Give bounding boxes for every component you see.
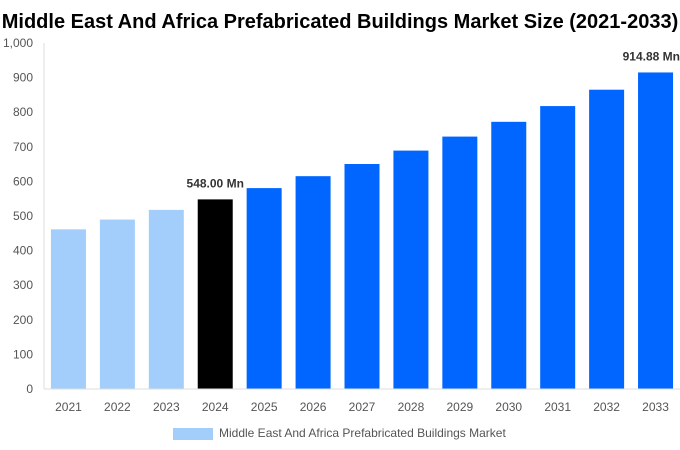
x-tick-label: 2023 (153, 400, 180, 414)
x-axis: 2021 2022 2023 2024 2025 2026 2027 2028 2029 2030… (44, 388, 680, 414)
legend-swatch (173, 428, 213, 440)
x-tick-label: 2033 (642, 400, 669, 414)
y-axis: 0 100 200 300 400 500 600 700 800 900 1,000 (3, 36, 45, 396)
data-labels: 548.00 Mn 914.88 Mn (187, 49, 680, 190)
legend-label: Middle East And Africa Prefabricated Bui… (219, 426, 506, 440)
x-tick-label: 2026 (300, 400, 327, 414)
bar-2025 (246, 188, 282, 389)
bar-2021 (50, 229, 86, 389)
y-tick-label: 100 (13, 347, 33, 361)
x-tick-label: 2022 (104, 400, 131, 414)
legend: Middle East And Africa Prefabricated Bui… (173, 426, 506, 440)
bar-2030 (491, 121, 527, 390)
bar-2026 (295, 176, 331, 389)
x-tick-label: 2031 (544, 400, 571, 414)
bar-2027 (344, 163, 380, 389)
data-label-2033: 914.88 Mn (623, 49, 680, 63)
bar-2022 (99, 219, 135, 389)
x-tick-label: 2024 (202, 400, 229, 414)
bar-2033 (638, 72, 674, 389)
data-label-2024: 548.00 Mn (187, 176, 244, 190)
bar-2032 (589, 89, 625, 390)
y-tick-label: 800 (13, 105, 33, 119)
y-tick-label: 900 (13, 71, 33, 85)
y-tick-label: 200 (13, 313, 33, 327)
bar-2024 (197, 199, 233, 389)
bar-2028 (393, 150, 429, 389)
bar-2029 (442, 136, 478, 389)
x-tick-label: 2029 (446, 400, 473, 414)
y-tick-label: 300 (13, 278, 33, 292)
x-tick-label: 2028 (398, 400, 425, 414)
y-tick-label: 1,000 (3, 36, 33, 50)
chart-title: Middle East And Africa Prefabricated Bui… (2, 11, 679, 33)
x-tick-label: 2027 (349, 400, 376, 414)
bar-2023 (148, 209, 184, 389)
x-tick-label: 2032 (593, 400, 620, 414)
y-tick-label: 0 (26, 382, 33, 396)
bars (50, 72, 674, 390)
y-tick-label: 500 (13, 209, 33, 223)
bar-2031 (540, 106, 576, 389)
x-tick-label: 2030 (495, 400, 522, 414)
y-tick-label: 700 (13, 140, 33, 154)
x-tick-label: 2021 (55, 400, 82, 414)
y-tick-label: 400 (13, 244, 33, 258)
x-tick-label: 2025 (251, 400, 278, 414)
y-tick-label: 600 (13, 174, 33, 188)
